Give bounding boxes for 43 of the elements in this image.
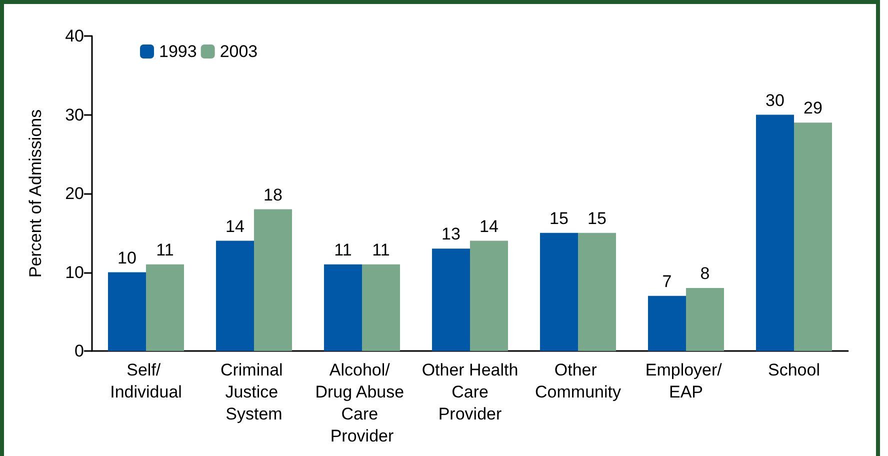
data-label: 13 — [442, 224, 460, 244]
bar — [648, 296, 686, 351]
data-label: 14 — [480, 216, 498, 236]
data-label: 11 — [156, 240, 174, 260]
y-tick-label: 20 — [65, 184, 84, 203]
y-tick-label: 0 — [74, 342, 84, 360]
bar — [794, 122, 832, 351]
bar — [108, 272, 146, 351]
bar — [146, 264, 184, 351]
legend-label: 2003 — [220, 42, 258, 61]
y-tick-label: 40 — [65, 26, 84, 46]
data-label: 15 — [550, 208, 568, 228]
x-tick-label: Criminal Justice System — [220, 360, 288, 424]
bar — [432, 248, 470, 351]
bar — [540, 232, 578, 351]
y-axis-title: Percent of Admissions — [26, 109, 45, 278]
x-tick-label: Other Health Care Provider — [422, 360, 518, 424]
x-tick-label: Alcohol/ Drug Abuse Care Provider — [315, 360, 409, 446]
data-label: 11 — [334, 240, 352, 260]
x-tick-label: Other Community — [535, 360, 622, 402]
bar — [470, 240, 508, 351]
data-label: 10 — [118, 248, 136, 268]
data-label: 18 — [264, 185, 282, 204]
bar — [254, 209, 292, 351]
y-tick-label: 30 — [65, 105, 84, 124]
x-tick-label: Self/ Individual — [110, 360, 182, 402]
data-label: 15 — [588, 208, 606, 228]
data-label: 8 — [700, 264, 710, 283]
bar — [362, 264, 400, 351]
x-tick-label: School — [768, 360, 820, 380]
bar — [324, 264, 362, 351]
data-label: 29 — [804, 98, 822, 118]
bar — [216, 240, 254, 351]
data-label: 30 — [766, 90, 784, 110]
y-tick-label: 10 — [65, 262, 84, 282]
data-label: 14 — [226, 216, 244, 236]
bar — [686, 288, 724, 351]
x-tick-label: Employer/ EAP — [645, 360, 727, 402]
data-label: 11 — [372, 240, 390, 260]
legend-label: 1993 — [159, 42, 197, 61]
bar — [756, 114, 794, 351]
bar — [578, 232, 616, 351]
data-label: 7 — [662, 272, 672, 291]
